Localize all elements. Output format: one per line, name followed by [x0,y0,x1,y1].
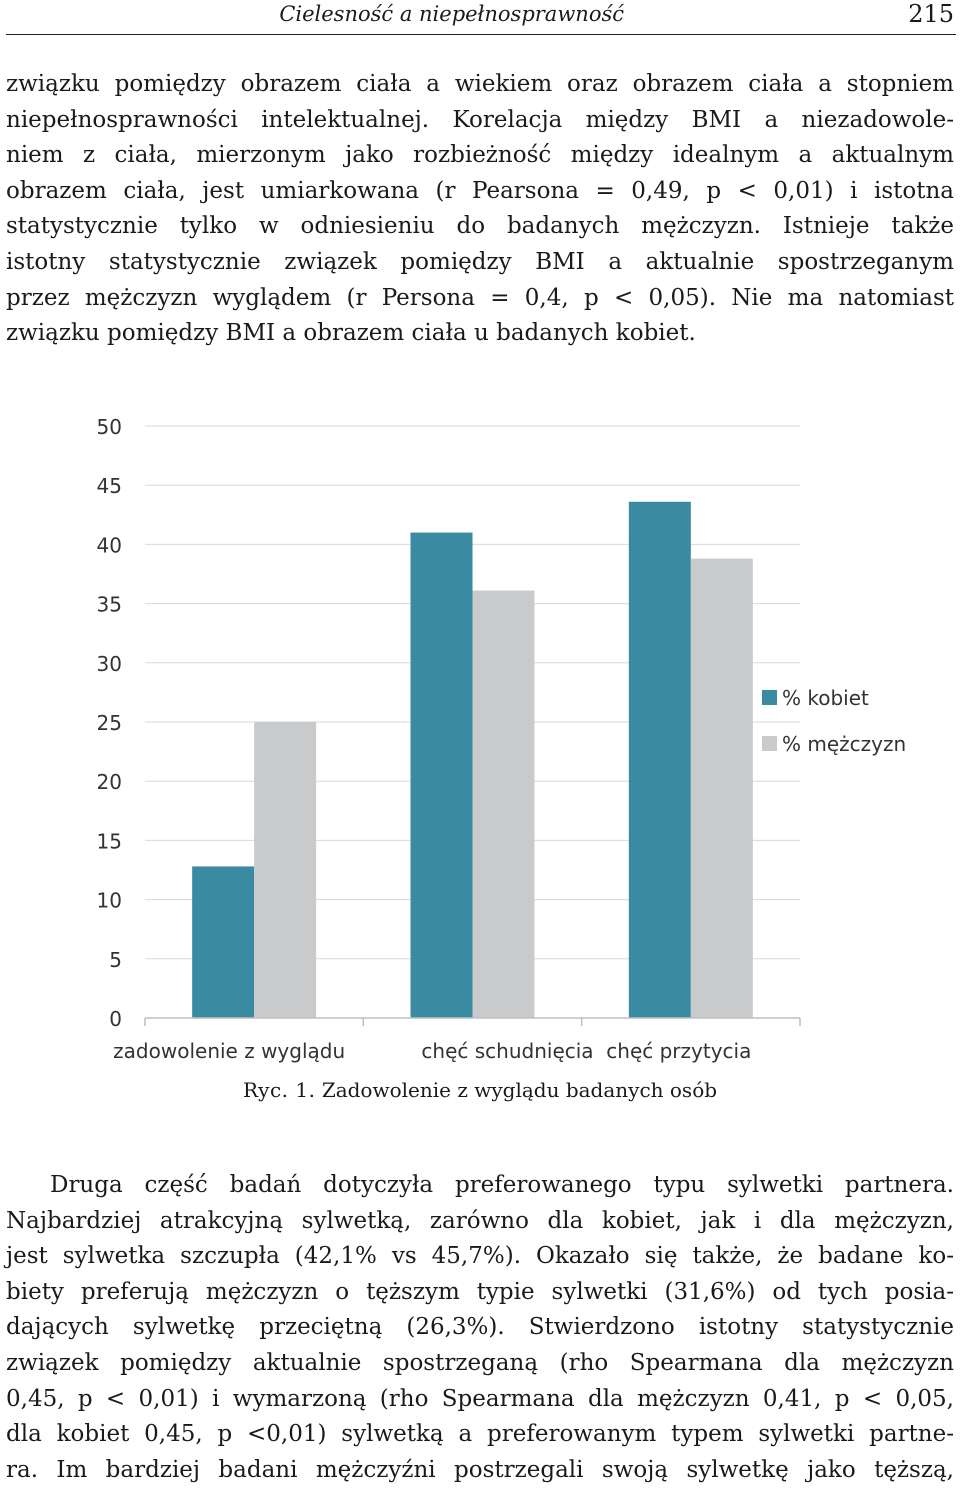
bar-mezczyzn-0 [254,722,317,1018]
paragraph-line: istotny statystycznie związek pomiędzy B… [6,248,954,275]
y-tick-label: 20 [97,770,122,794]
paragraph-line: związku pomiędzy obrazem ciała a wiekiem… [6,71,954,97]
bar-chart: 50 45 40 35 30 25 20 15 10 5 0 zadowolenie z wyglą… [0,380,960,1160]
paragraph-line: ra. Im bardziej badani mężczyźni postrze… [6,1456,954,1483]
bar-kobiet-1 [410,532,473,1018]
paragraph-line: Najbardziej atrakcyjną sylwetką, zarówno… [6,1207,954,1234]
paragraph-line: biety preferują mężczyzn o tęższym typie… [6,1278,954,1305]
paragraph-line: niem z ciała, mierzonym jako rozbieżność… [6,142,954,169]
paragraph-line: 0,45, p < 0,01) i wymarzoną (rho Spearma… [6,1385,954,1412]
paragraph-line: niepełnosprawności intelektualnej. Korel… [6,106,954,133]
x-axis: zadowolenie z wyglądu chęć schudnięcia chę… [113,1017,801,1063]
paragraph-line: dających sylwetkę przeciętną (26,3%). St… [6,1314,954,1341]
bar-kobiet-2 [628,501,691,1018]
paragraph-line: obrazem ciała, jest umiarkowana (r Pears… [6,177,954,204]
paragraph-bottom: Druga część badań dotyczyła preferowaneg… [6,1168,954,1488]
paragraph-line: statystycznie tylko w odniesieniu do bad… [6,213,954,240]
y-tick-label: 25 [97,711,122,735]
paragraph-line: Druga część badań dotyczyła preferowaneg… [50,1172,954,1198]
y-tick-label: 40 [97,533,122,557]
bars-layer [192,501,753,1018]
running-title: Cielesność a niepełnosprawność [279,2,624,26]
paragraph-line: związek pomiędzy aktualnie spostrzeganą … [6,1349,954,1376]
paragraph-line: jest sylwetka szczupła (42,1% vs 45,7%).… [6,1243,954,1270]
y-tick-label: 50 [97,415,122,439]
bar-mezczyzn-1 [472,590,535,1018]
y-tick-label: 15 [97,829,122,853]
legend-swatch [762,690,777,705]
paragraph-line: przez mężczyzn wyglądem (r Persona = 0,4… [6,284,954,311]
y-tick-label: 10 [97,889,122,913]
page-header: Cielesność a niepełnosprawność 215 [6,0,956,35]
legend-label: % kobiet [782,686,869,710]
x-tick-label: chęć schudnięcia [421,1039,593,1063]
legend: % kobiet % mężczyzn [762,686,906,756]
y-tick-label: 45 [97,474,122,498]
x-tick-label: zadowolenie z wyglądu [113,1039,345,1063]
legend-label: % mężczyzn [782,732,906,756]
y-tick-label: 0 [109,1007,122,1031]
paragraph-line: dla kobiet 0,45, p <0,01) sylwetką a pre… [6,1421,954,1448]
paragraph-line: związku pomiędzy BMI a obrazem ciała u b… [6,320,696,347]
y-tick-label: 5 [109,948,122,972]
y-tick-label: 30 [97,652,122,676]
page-number: 215 [908,0,954,28]
legend-swatch [762,736,777,751]
y-tick-label: 35 [97,593,122,617]
figure-caption-text: Zadowolenie z wyglądu badanych osób [321,1078,718,1102]
bar-mezczyzn-2 [690,558,753,1018]
bar-kobiet-0 [192,866,255,1018]
paragraph-top: związku pomiędzy obrazem ciała a wiekiem… [6,67,954,352]
figure-caption-lead: Ryc. 1. [242,1078,316,1102]
x-tick-label: chęć przytycia [606,1039,751,1063]
figure-caption: Ryc. 1. Zadowolenie z wyglądu badanych o… [0,1078,960,1102]
